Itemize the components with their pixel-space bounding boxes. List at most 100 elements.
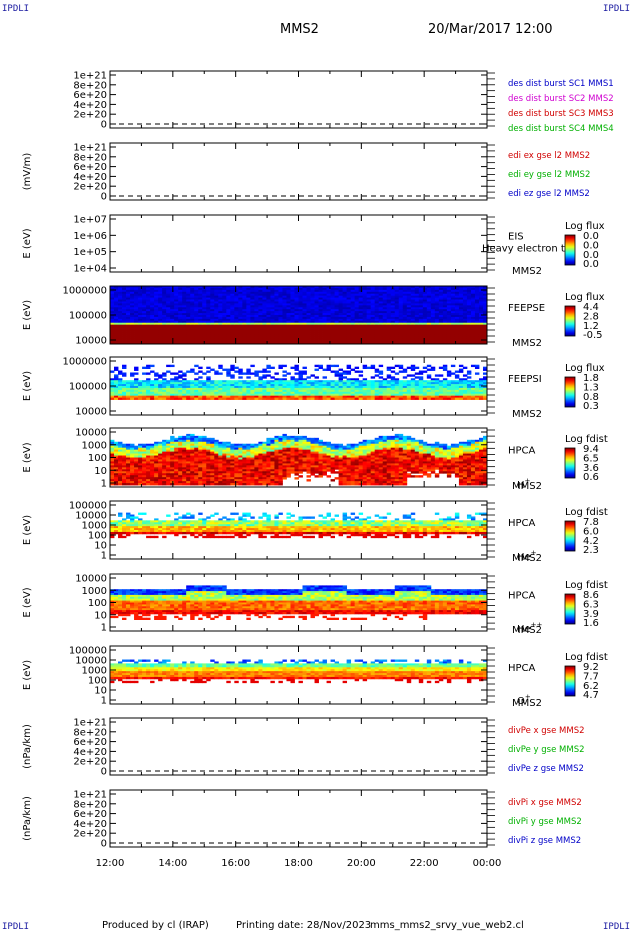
sc-label: MMS2 (512, 409, 542, 420)
cbar-value: 9.4 (583, 444, 599, 455)
cbar-value: 6.2 (583, 681, 599, 692)
ytick-label: 6e+20 (73, 162, 107, 173)
ytick-label: 2e+20 (73, 182, 107, 193)
ytick-label: 10 (94, 686, 107, 697)
cbar-value: 2.3 (583, 545, 599, 556)
cbar-title: Log fdist (565, 507, 608, 518)
ytick-label: 1 (101, 623, 107, 634)
cbar-value: 1.6 (583, 618, 599, 629)
cbar-value: 0.3 (583, 401, 599, 412)
cbar-value: 4.7 (583, 690, 599, 701)
ytick-label: 8e+20 (73, 152, 107, 163)
cbar-value: -0.5 (583, 330, 603, 341)
cbar-value: 0.0 (583, 259, 599, 270)
xtick-label: 14:00 (158, 858, 187, 869)
panel-feepsi: 1000000 100000 10000 E (eV) FEEPSI MMS2 Log fl… (22, 356, 605, 420)
ytick-label: 100000 (69, 311, 107, 322)
instrument-label: HPCA (508, 663, 536, 674)
spectrogram-hpca-hepp (110, 585, 488, 620)
ytick-label: 2e+20 (73, 110, 107, 121)
legend-entry: divPi x gse MMS2 (508, 798, 582, 808)
xtick-label: 20:00 (347, 858, 376, 869)
sc-label: MMS2 (512, 266, 542, 277)
ylabel-edi: (mV/m) (22, 153, 33, 191)
cbar-title: Log flux (565, 292, 605, 303)
ytick-label: 6e+20 (73, 90, 107, 101)
legend-entry: divPe y gse MMS2 (508, 745, 585, 755)
cbar-title: Log fdist (565, 434, 608, 445)
ylabel-divpe: (nPa/km) (22, 724, 33, 769)
ytick-label: 100000 (69, 501, 107, 512)
datetime-title: 20/Mar/2017 12:00 (428, 22, 553, 37)
ytick-label: 0 (101, 192, 107, 203)
xtick-label: 00:00 (473, 858, 502, 869)
cbar-value: 0.6 (583, 472, 599, 483)
instrument-label: FEEPSE (508, 303, 545, 314)
ytick-label: 100 (88, 598, 107, 609)
spectrogram-hpca-h (110, 433, 488, 486)
ytick-label: 1e+21 (73, 71, 107, 82)
cbar-value: 0.0 (583, 250, 599, 261)
ytick-label: 6e+20 (73, 737, 107, 748)
xtick-label: 18:00 (284, 858, 313, 869)
instrument-label: FEEPSI (508, 374, 542, 385)
ylabel-feepsi: E (eV) (22, 371, 33, 401)
colorbar (564, 665, 576, 697)
xtick-label: 16:00 (221, 858, 250, 869)
cbar-value: 1.3 (583, 382, 599, 393)
cbar-value: 6.5 (583, 453, 599, 464)
cbar-value: 8.6 (583, 590, 599, 601)
ylabel-hpca-o: E (eV) (22, 660, 33, 690)
legend-entry: des dist burst SC2 MMS2 (508, 94, 614, 104)
ytick-label: 4e+20 (73, 747, 107, 758)
panel-feepse: 1000000 100000 10000 E (eV) FEEPSE MMS2 Log fl… (22, 285, 605, 349)
ytick-label: 4e+20 (73, 100, 107, 111)
corner-label-top-left: IPDLI (2, 4, 30, 14)
ytick-label: 10000 (75, 428, 107, 439)
ytick-label: 8e+20 (73, 727, 107, 738)
legend-entry: des dist burst SC4 MMS4 (508, 124, 614, 134)
footer-produced-by: Produced by cl (IRAP) (102, 920, 209, 931)
cbar-value: 2.8 (583, 311, 599, 322)
sc-label: MMS2 (512, 553, 542, 564)
ytick-label: 100 (88, 676, 107, 687)
corner-label-bottom-left: IPDLI (2, 922, 30, 932)
cbar-title: Log fdist (565, 580, 608, 591)
ytick-label: 0 (101, 120, 107, 131)
instrument-label: EIS (508, 232, 524, 243)
cbar-value: 6.0 (583, 526, 599, 537)
sc-label: MMS2 (512, 698, 542, 709)
ytick-label: 100 (88, 531, 107, 542)
ytick-label: 1 (101, 551, 107, 562)
ytick-label: 10000 (75, 407, 107, 418)
ytick-label: 10000 (75, 656, 107, 667)
ytick-label: 10 (94, 610, 107, 621)
panel-frame-edi (109, 142, 488, 201)
cbar-value: 4.4 (583, 302, 599, 313)
colorbar (564, 376, 576, 408)
ylabel-feepse: E (eV) (22, 300, 33, 330)
legend-entry: edi ez gse l2 MMS2 (508, 189, 590, 199)
spectrogram-hpca-o (110, 659, 488, 684)
cbar-value: 4.2 (583, 536, 599, 547)
colorbar (564, 593, 576, 625)
ytick-label: 1e+21 (73, 143, 107, 154)
ytick-label: 10000 (75, 511, 107, 522)
legend-entry: des dist burst SC1 MMS1 (508, 79, 614, 89)
cbar-title: Log flux (565, 363, 605, 374)
ylabel-divpi: (nPa/km) (22, 796, 33, 841)
ytick-label: 100000 (69, 646, 107, 657)
xtick-label: 12:00 (96, 858, 125, 869)
ytick-label: 10000 (75, 336, 107, 347)
panel-frame-divpe (109, 717, 488, 776)
ytick-label: 8e+20 (73, 80, 107, 91)
ylabel-hpca-he: E (eV) (22, 515, 33, 545)
cbar-value: 6.3 (583, 599, 599, 610)
sc-label: MMS2 (512, 481, 542, 492)
spectrogram-feepse (110, 286, 488, 345)
